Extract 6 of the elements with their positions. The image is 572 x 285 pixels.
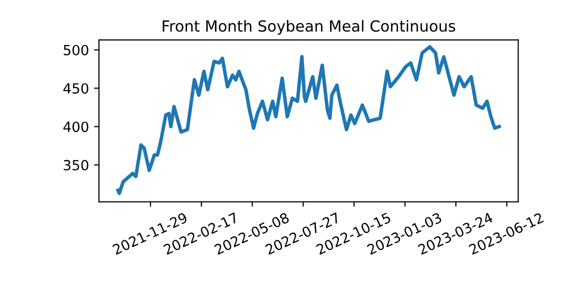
chart-title: Front Month Soybean Meal Continuous [162, 20, 456, 35]
y-tick-label: 400 [63, 122, 88, 132]
y-tick-label: 500 [64, 44, 88, 56]
y-tick-label: 450 [63, 83, 88, 94]
line-series [116, 45, 501, 196]
y-tick-label: 350 [64, 160, 88, 170]
